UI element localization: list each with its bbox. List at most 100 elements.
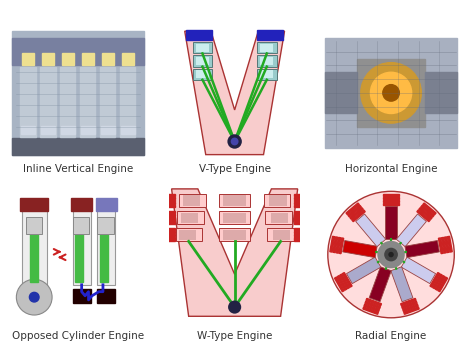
Text: W-Type Engine: W-Type Engine xyxy=(197,331,273,341)
Bar xyxy=(168,211,175,213)
Polygon shape xyxy=(346,203,359,215)
Circle shape xyxy=(384,248,398,261)
Text: Radial Engine: Radial Engine xyxy=(356,331,427,341)
Bar xyxy=(257,68,277,80)
Polygon shape xyxy=(435,276,445,290)
Bar xyxy=(357,58,426,127)
Polygon shape xyxy=(447,236,452,252)
Bar xyxy=(121,126,135,134)
Bar xyxy=(272,213,289,223)
Text: Horizontal Engine: Horizontal Engine xyxy=(345,164,438,174)
Polygon shape xyxy=(348,205,361,217)
Bar xyxy=(196,70,209,78)
Bar xyxy=(181,213,198,223)
Bar xyxy=(61,126,75,134)
Polygon shape xyxy=(333,237,337,252)
Bar xyxy=(186,30,212,40)
Polygon shape xyxy=(185,31,284,154)
Bar xyxy=(192,68,212,80)
Polygon shape xyxy=(172,189,298,316)
Bar xyxy=(72,198,92,211)
Polygon shape xyxy=(363,307,378,314)
Bar xyxy=(41,126,55,134)
Bar xyxy=(60,67,75,137)
Bar xyxy=(325,72,356,114)
Bar xyxy=(22,53,34,65)
Polygon shape xyxy=(423,203,436,215)
Bar xyxy=(73,289,91,303)
Bar xyxy=(294,197,301,198)
Bar xyxy=(257,42,277,53)
Circle shape xyxy=(361,63,421,123)
Bar xyxy=(257,30,283,40)
Bar xyxy=(196,57,209,65)
Polygon shape xyxy=(433,274,442,289)
Bar xyxy=(294,194,301,196)
Polygon shape xyxy=(330,236,335,252)
Bar xyxy=(121,53,134,65)
Polygon shape xyxy=(404,307,419,314)
Bar xyxy=(98,289,115,303)
Polygon shape xyxy=(356,214,386,247)
Polygon shape xyxy=(352,210,365,222)
Bar xyxy=(81,126,95,134)
Bar xyxy=(40,67,55,137)
Bar xyxy=(294,222,301,224)
Polygon shape xyxy=(421,205,434,217)
Bar xyxy=(168,237,175,238)
Polygon shape xyxy=(383,200,399,202)
Bar xyxy=(196,44,209,52)
Polygon shape xyxy=(337,276,347,290)
Bar xyxy=(168,239,175,241)
Bar xyxy=(168,228,175,230)
Bar xyxy=(168,202,175,204)
Polygon shape xyxy=(346,257,381,283)
Polygon shape xyxy=(336,237,341,253)
Bar xyxy=(223,195,246,206)
Bar xyxy=(168,205,175,207)
Bar xyxy=(219,211,250,224)
Polygon shape xyxy=(401,301,417,309)
Bar xyxy=(30,220,38,282)
Bar xyxy=(265,211,292,224)
Polygon shape xyxy=(385,206,397,239)
Bar xyxy=(20,198,48,211)
Text: Inline Vertical Engine: Inline Vertical Engine xyxy=(23,164,133,174)
Bar xyxy=(294,200,301,202)
Polygon shape xyxy=(383,203,399,205)
Polygon shape xyxy=(401,298,416,306)
Bar xyxy=(294,239,301,241)
Bar xyxy=(223,213,246,223)
Bar xyxy=(273,229,291,240)
Polygon shape xyxy=(419,208,432,219)
Polygon shape xyxy=(343,240,377,258)
Bar xyxy=(294,228,301,230)
Polygon shape xyxy=(430,272,440,287)
Bar xyxy=(80,67,95,137)
Bar xyxy=(101,126,115,134)
Polygon shape xyxy=(364,304,379,311)
Bar xyxy=(98,209,115,285)
Circle shape xyxy=(228,301,241,314)
Bar xyxy=(175,228,202,241)
Circle shape xyxy=(29,292,39,302)
Bar xyxy=(98,217,114,234)
Bar xyxy=(219,228,250,241)
Polygon shape xyxy=(383,197,399,199)
Bar xyxy=(168,219,175,222)
Bar xyxy=(168,197,175,198)
Bar xyxy=(100,67,115,137)
Bar xyxy=(260,44,273,52)
Bar xyxy=(294,205,301,207)
Bar xyxy=(294,234,301,236)
Bar xyxy=(294,202,301,204)
Bar xyxy=(177,211,204,224)
Bar xyxy=(120,67,135,137)
Bar xyxy=(82,53,94,65)
Circle shape xyxy=(371,72,411,114)
Bar xyxy=(192,42,212,53)
Polygon shape xyxy=(391,267,413,302)
Polygon shape xyxy=(438,238,443,254)
Bar xyxy=(294,219,301,222)
Bar xyxy=(168,234,175,236)
